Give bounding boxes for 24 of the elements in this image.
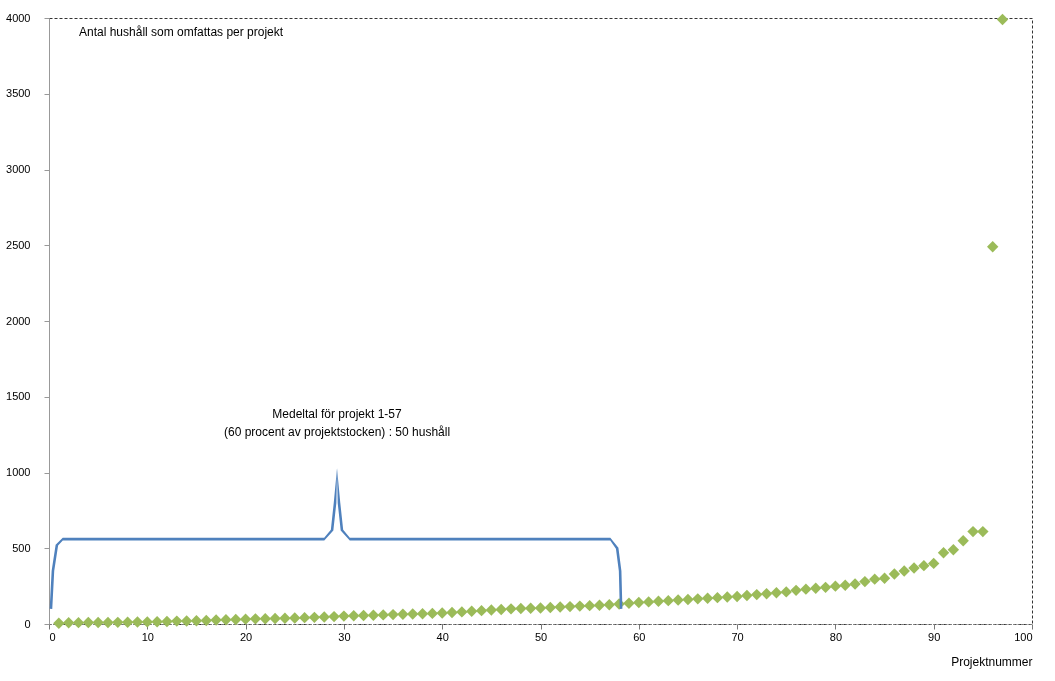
x-tick-label: 10 [141, 630, 154, 643]
y-tick-label: 2000 [6, 314, 31, 327]
x-tick-label: 0 [49, 630, 56, 643]
y-tick-label: 0 [24, 617, 31, 630]
annotation: (60 procent av projektstocken) : 50 hushåll [223, 425, 451, 439]
y-tick-label: 4000 [6, 11, 31, 24]
x-tick-label: 70 [731, 630, 744, 643]
y-tick-label: 1500 [6, 390, 31, 403]
x-tick-label: 50 [534, 630, 548, 643]
x-tick-label: 80 [829, 630, 843, 643]
y-tick-label: 3500 [6, 87, 31, 100]
x-axis-title: Projektnummer [951, 654, 1033, 669]
y-tick-label: 1000 [6, 466, 31, 478]
y-tick-label: 3000 [6, 163, 31, 175]
x-tick-label: 30 [338, 630, 351, 643]
x-tick-label: 40 [436, 630, 449, 643]
annotation: Medeltal för projekt 1-57 [272, 407, 403, 421]
y-tick-label: 2500 [6, 238, 31, 251]
text: Antal hushåll som omfattas per projekt [79, 25, 284, 39]
y-tick-label: 500 [12, 541, 31, 554]
x-tick-label: 20 [239, 630, 253, 643]
x-tick-label: 100 [1014, 630, 1033, 643]
x-tick-label: 60 [633, 630, 646, 643]
x-tick-label: 90 [928, 630, 941, 643]
